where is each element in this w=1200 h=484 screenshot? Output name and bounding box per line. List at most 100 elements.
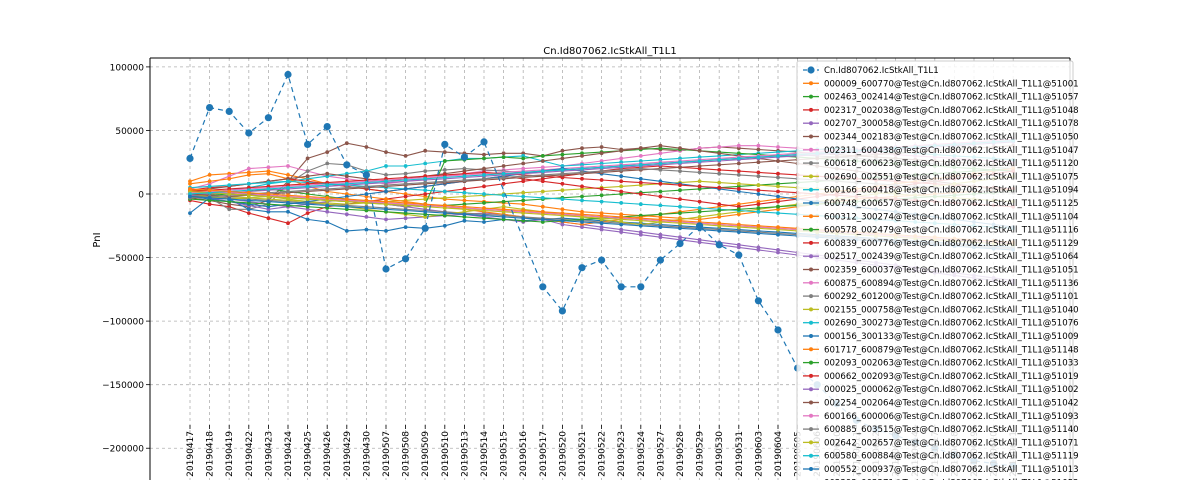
series-point — [403, 171, 408, 176]
series-point — [423, 192, 428, 196]
series-point — [619, 184, 624, 189]
series-point — [776, 250, 780, 255]
series-point — [384, 217, 388, 222]
series-point — [462, 212, 467, 217]
series-point — [305, 197, 310, 202]
series-point — [325, 198, 330, 203]
main-series-point — [676, 240, 684, 248]
series-point — [736, 204, 741, 209]
series-point — [364, 184, 369, 189]
main-series-point — [206, 104, 214, 112]
series-point — [286, 173, 290, 177]
series-point — [560, 188, 565, 193]
legend-label: 600580_600884@Test@Cn.Id807062.IcStkAll_… — [824, 452, 1079, 462]
series-point — [736, 230, 741, 235]
series-point — [207, 179, 212, 184]
series-point — [501, 193, 506, 198]
legend-swatch-marker — [809, 334, 813, 338]
series-point — [384, 150, 388, 155]
series-point — [403, 208, 408, 213]
series-point — [521, 202, 526, 207]
x-tick-label: 20190417 — [186, 431, 196, 477]
series-point — [462, 218, 467, 223]
series-point — [423, 169, 428, 174]
series-point — [776, 232, 780, 237]
series-point — [580, 225, 584, 230]
legend-label: 002690_300273@Test@Cn.Id807062.IcStkAll_… — [824, 319, 1079, 329]
series-point — [619, 230, 624, 235]
series-point — [246, 190, 251, 195]
series-point — [736, 242, 741, 247]
main-series-point — [578, 264, 586, 272]
x-tick-label: 20190419 — [225, 431, 235, 477]
legend-label: 000552_000937@Test@Cn.Id807062.IcStkAll_… — [824, 465, 1079, 475]
series-point — [599, 145, 604, 149]
series-point — [736, 173, 741, 177]
main-series-point — [402, 255, 410, 263]
legend-label: 002344_002183@Test@Cn.Id807062.IcStkAll_… — [824, 133, 1079, 143]
series-point — [658, 161, 663, 166]
series-point — [266, 180, 271, 185]
series-point — [580, 170, 584, 175]
series-point — [325, 183, 330, 188]
series-point — [325, 206, 330, 210]
x-tick-label: 20190529 — [696, 431, 706, 477]
series-point — [756, 143, 761, 148]
series-point — [442, 223, 447, 228]
main-series-point — [343, 161, 351, 169]
series-point — [442, 175, 447, 180]
series-point — [462, 187, 467, 191]
series-point — [599, 151, 604, 156]
series-point — [717, 185, 722, 190]
legend-label: 002317_002038@Test@Cn.Id807062.IcStkAll_… — [824, 106, 1079, 116]
series-point — [325, 187, 330, 191]
series-point — [501, 151, 506, 156]
main-series-point — [362, 171, 370, 179]
series-point — [305, 181, 310, 186]
series-point — [482, 176, 486, 181]
series-point — [736, 181, 741, 186]
legend-swatch-marker — [809, 107, 813, 112]
series-point — [638, 223, 643, 228]
main-series-point — [264, 114, 272, 122]
series-point — [697, 155, 702, 160]
series-point — [207, 202, 212, 207]
x-tick-label: 20190514 — [480, 431, 490, 477]
series-point — [482, 152, 486, 157]
series-point — [540, 173, 545, 177]
series-point — [599, 165, 604, 170]
x-tick-label: 20190425 — [304, 431, 314, 477]
legend-swatch-marker — [809, 373, 813, 378]
series-point — [756, 188, 761, 193]
series-point — [717, 151, 722, 156]
series-point — [599, 187, 604, 191]
x-tick-label: 20190528 — [676, 431, 686, 477]
series-point — [619, 164, 624, 168]
x-tick-label: 20190424 — [284, 431, 294, 477]
series-point — [286, 189, 290, 194]
series-point — [325, 150, 330, 155]
series-point — [580, 220, 584, 224]
legend-label: 002517_002439@Test@Cn.Id807062.IcStkAll_… — [824, 252, 1079, 262]
legend-swatch-marker — [809, 174, 813, 179]
legend-box — [796, 60, 1074, 484]
series-point — [442, 168, 447, 172]
series-point — [423, 174, 428, 179]
x-tick-label: 20190520 — [558, 431, 568, 477]
series-point — [286, 164, 290, 168]
series-point — [266, 202, 271, 207]
series-point — [717, 208, 722, 213]
legend-label: 600839_600776@Test@Cn.Id807062.IcStkAll_… — [824, 239, 1079, 249]
series-point — [227, 187, 232, 191]
series-point — [521, 194, 526, 199]
legend-label: 002707_300058@Test@Cn.Id807062.IcStkAll_… — [824, 119, 1079, 129]
y-axis-label: PnI — [92, 232, 103, 247]
x-tick-label: 20190516 — [519, 431, 529, 477]
x-tick-label: 20190513 — [460, 431, 470, 477]
chart-title: Cn.Id807062.IcStkAll_T1L1 — [543, 46, 676, 57]
series-point — [599, 193, 604, 198]
x-tick-label: 20190430 — [362, 431, 372, 477]
series-point — [638, 180, 643, 185]
legend-label: 600748_600657@Test@Cn.Id807062.IcStkAll_… — [824, 199, 1079, 209]
series-point — [697, 146, 702, 151]
